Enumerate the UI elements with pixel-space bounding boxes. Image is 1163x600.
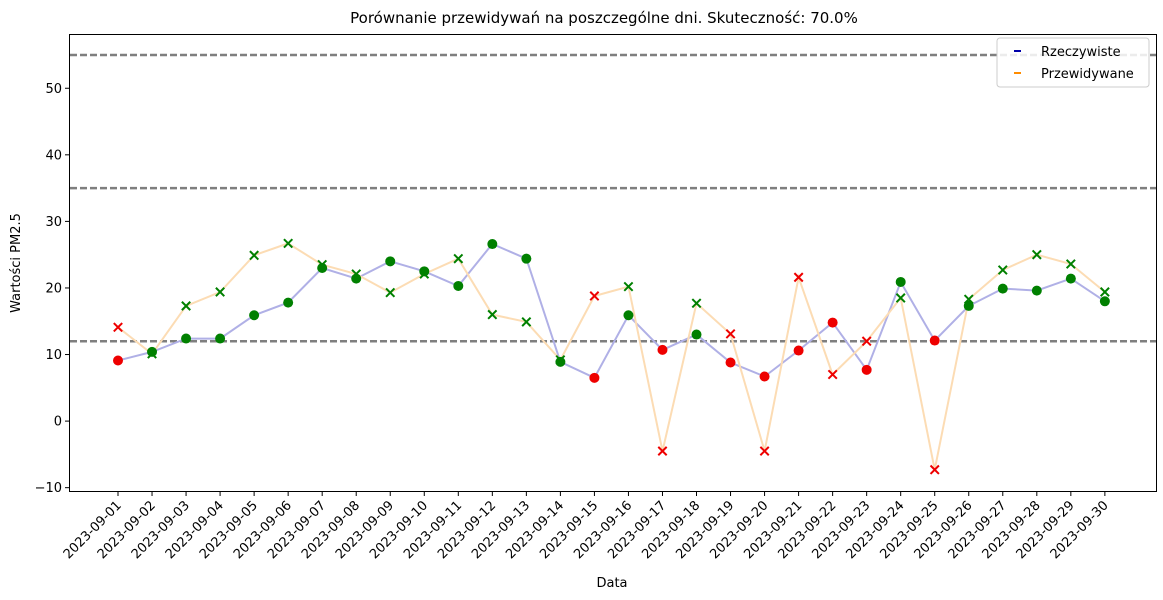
predicted-point <box>895 293 906 303</box>
predicted-point <box>351 269 362 279</box>
x-axis-label: Data <box>596 576 627 591</box>
predicted-point <box>861 336 872 347</box>
actual-point <box>691 329 702 340</box>
series-line-przewidywane <box>117 242 1106 470</box>
actual-point <box>997 283 1008 294</box>
predicted-point <box>521 317 532 327</box>
predicted-point <box>827 369 838 380</box>
plot-area <box>70 53 1156 475</box>
predicted-point <box>691 298 702 309</box>
predicted-point <box>283 238 294 249</box>
predicted-point <box>215 287 225 297</box>
predicted-point <box>589 291 600 301</box>
predicted-point <box>657 446 668 456</box>
predicted-point <box>963 294 974 305</box>
legend: Rzeczywiste Przewidywane <box>996 37 1150 88</box>
actual-point <box>215 333 226 344</box>
chart-title: Porównanie przewidywań na poszczególne d… <box>350 9 858 27</box>
actual-point <box>759 371 770 382</box>
actual-point <box>657 344 668 355</box>
actual-point <box>1099 296 1110 307</box>
y-tick-label: 30 <box>45 215 62 230</box>
predicted-point <box>725 328 736 339</box>
predicted-point <box>793 272 804 283</box>
predicted-point <box>385 287 396 298</box>
actual-point <box>555 356 566 367</box>
actual-point <box>827 317 838 328</box>
predicted-point <box>759 446 770 456</box>
predicted-point <box>487 309 498 320</box>
actual-point <box>521 253 532 264</box>
predicted-point <box>997 265 1008 275</box>
predicted-point <box>147 348 157 359</box>
predicted-point <box>249 250 260 261</box>
actual-point <box>793 345 804 356</box>
predicted-point <box>1099 287 1110 297</box>
predicted-point <box>181 301 191 311</box>
actual-point <box>1031 285 1042 296</box>
predicted-point <box>1031 249 1042 260</box>
y-tick-label: 40 <box>45 148 62 163</box>
actual-point <box>589 372 600 383</box>
y-axis-label: Wartości PM2.5 <box>9 213 24 313</box>
actual-point <box>453 280 464 291</box>
y-tick-label: 10 <box>45 348 62 363</box>
actual-point <box>317 262 328 273</box>
legend-box <box>996 37 1150 88</box>
predicted-point <box>623 281 634 292</box>
y-tick-label: −10 <box>35 481 62 496</box>
y-tick-label: 50 <box>45 82 62 97</box>
actual-point <box>147 346 158 357</box>
predicted-point <box>113 322 123 333</box>
actual-point <box>249 310 260 321</box>
actual-point <box>623 310 634 321</box>
actual-point <box>487 239 498 250</box>
actual-point <box>963 300 974 311</box>
actual-point <box>113 355 123 366</box>
legend-label-przewidywane: Przewidywane <box>1041 67 1134 82</box>
y-tick-label: 20 <box>45 281 62 296</box>
actual-point <box>385 256 396 267</box>
actual-point <box>861 364 872 375</box>
actual-point <box>929 335 940 346</box>
series-line-rzeczywiste <box>117 242 1106 380</box>
actual-point <box>1065 273 1076 284</box>
actual-point <box>895 276 906 287</box>
y-tick-label: 0 <box>54 415 62 430</box>
actual-point <box>419 266 430 277</box>
plot-frame <box>69 34 1157 492</box>
actual-point <box>283 297 294 308</box>
predicted-point <box>419 269 430 279</box>
predicted-point <box>929 464 940 475</box>
predicted-point <box>555 354 566 365</box>
predicted-point <box>317 259 328 270</box>
actual-point <box>725 357 736 368</box>
legend-label-rzeczywiste: Rzeczywiste <box>1041 45 1121 60</box>
predicted-point <box>453 253 464 264</box>
actual-point <box>181 333 192 344</box>
predicted-point <box>1065 259 1076 269</box>
